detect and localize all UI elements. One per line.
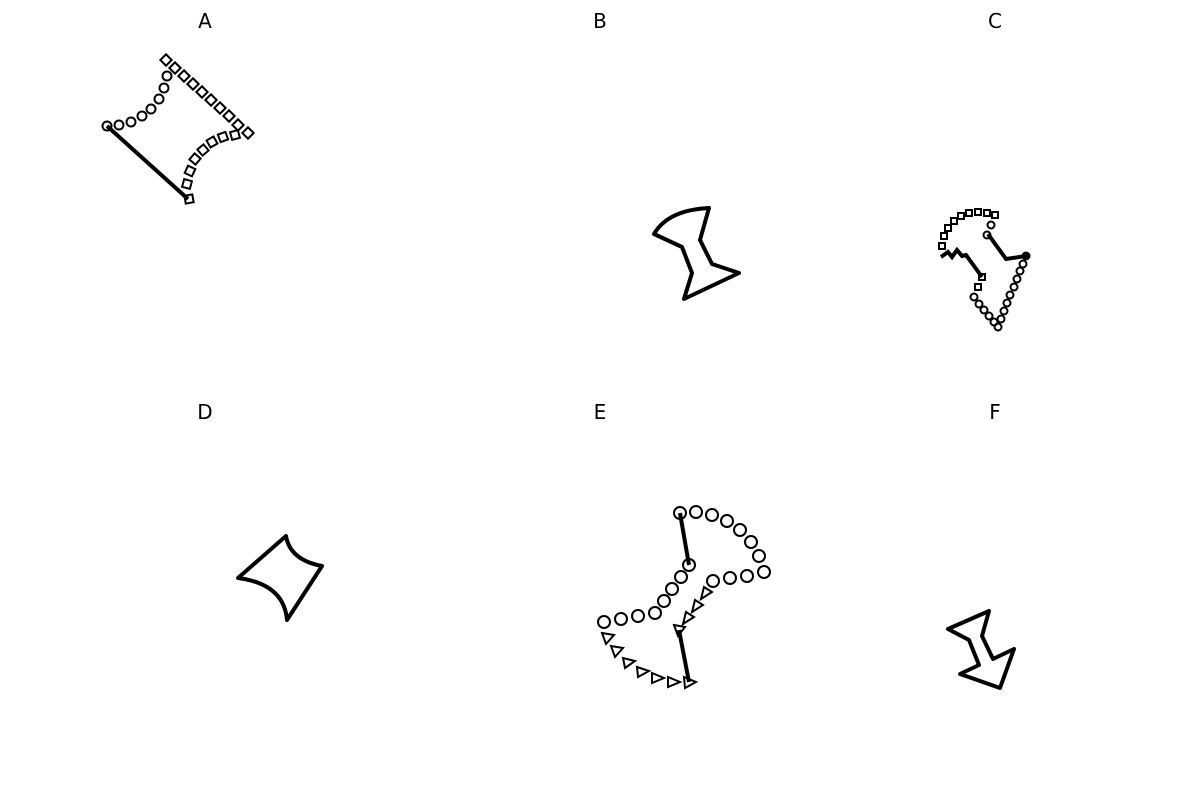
- panel-label-c: C: [988, 9, 1002, 33]
- panel-label-f: F: [989, 400, 1001, 424]
- panel-label-b: B: [593, 9, 607, 33]
- shape-a: [101, 52, 256, 205]
- shape-e: [597, 505, 771, 690]
- shape-d: [236, 534, 324, 622]
- panel-label-e: E: [594, 400, 607, 424]
- shape-f: [946, 609, 1016, 690]
- shape-b: [652, 206, 741, 301]
- panel-label-a: A: [198, 9, 212, 33]
- panel-label-d: D: [197, 400, 212, 424]
- shape-c: [938, 208, 1031, 332]
